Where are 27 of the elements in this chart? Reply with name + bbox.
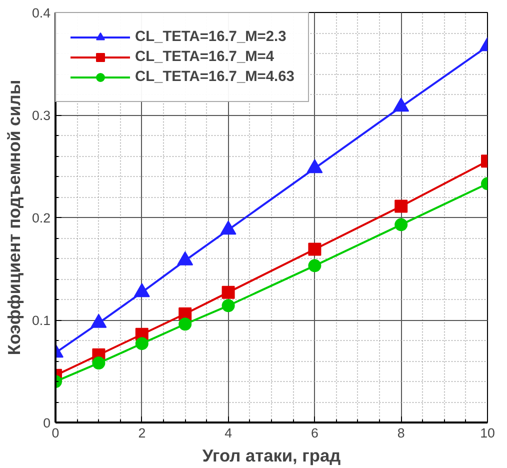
point (306, 159, 323, 174)
y-tick-label: 0.4 (32, 6, 52, 20)
point (222, 286, 235, 299)
legend-label: CL_TETA=16.7_M=4.63 (135, 69, 294, 85)
point (220, 220, 236, 235)
y-tick-label: 0.2 (32, 210, 51, 226)
point (394, 200, 408, 213)
x-tick-label: 8 (397, 426, 405, 440)
x-tick-label: 6 (310, 426, 318, 440)
point (92, 356, 106, 370)
x-tick-label: 2 (138, 426, 146, 440)
y-tick-label: 0.3 (32, 108, 51, 123)
point (308, 242, 322, 256)
point (393, 98, 410, 112)
point (222, 299, 235, 312)
point (178, 318, 192, 331)
legend-label: CL_TETA=16.7_M=4 (135, 49, 274, 65)
y-tick-label: 0.1 (32, 313, 51, 328)
y-axis-title: Коэффициент подъемной силы (4, 80, 24, 356)
x-tick-label: 10 (480, 426, 495, 440)
x-tick-label: 4 (224, 426, 233, 440)
y-tick-label: 0 (43, 416, 51, 430)
x-axis-title: Угол атаки, град (202, 446, 341, 466)
point (394, 218, 408, 232)
legend-label: CL_TETA=16.7_M=2.3 (135, 29, 286, 45)
point (135, 337, 148, 350)
point (308, 259, 322, 272)
